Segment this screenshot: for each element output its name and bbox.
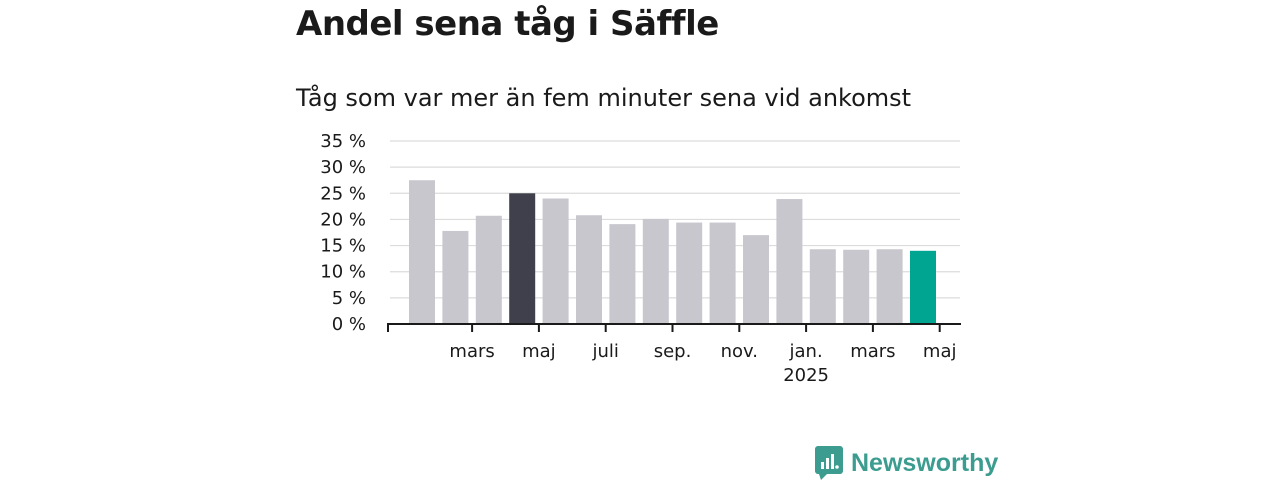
x-tick-label: juli [591,341,618,362]
x-tick-label: mars [850,341,895,362]
y-tick-label: 0 % [332,314,366,335]
bar [910,250,936,324]
bar [743,235,769,324]
bar [609,224,636,324]
y-tick-label: 5 % [332,288,366,309]
bar [409,180,435,324]
bar [676,222,703,324]
bar [576,215,602,324]
bar [776,199,803,324]
chart-title: Andel sena tåg i Säffle [296,4,719,44]
y-tick-label: 10 % [320,262,366,283]
bar [642,218,669,324]
x-tick-label: mars [449,341,494,362]
y-tick-label: 30 % [320,157,366,178]
y-tick-label: 20 % [320,209,366,230]
x-tick-label: nov. [721,341,758,362]
x-tick-label: sep. [654,341,692,362]
bar [709,222,736,324]
x-tick-label: maj [923,341,957,362]
newsworthy-logo-icon [815,446,843,480]
bar [876,249,903,324]
bar [442,230,469,324]
y-tick-label: 35 % [320,131,366,152]
bar [475,215,502,324]
y-tick-label: 25 % [320,183,366,204]
newsworthy-brand: Newsworthy [815,446,998,480]
y-tick-label: 15 % [320,236,366,257]
bar [809,249,836,324]
x-tick-label: maj [522,341,556,362]
bar-chart: 0 % 5 % 10 % 15 % 20 % 25 % 30 % 35 % mars maj ju… [320,131,961,386]
chart-subtitle: Tåg som var mer än fem minuter sena vid … [296,84,912,112]
bar [542,198,569,324]
bar [509,193,536,324]
bar [843,249,870,324]
x-tick-sublabel: 2025 [783,365,829,386]
bars [409,180,936,324]
x-tick-label: jan. [789,341,823,362]
brand-name: Newsworthy [851,448,999,477]
y-axis-labels: 0 % 5 % 10 % 15 % 20 % 25 % 30 % 35 % [320,131,366,335]
x-axis: mars maj juli sep. nov. jan. 2025 mars maj [387,323,961,386]
gridlines [390,140,960,299]
